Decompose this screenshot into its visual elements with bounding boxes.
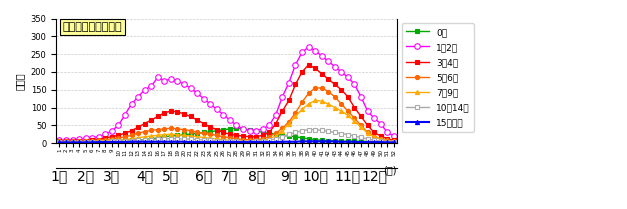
3〜4歳 xyxy=(82,139,90,142)
Line: 0歳: 0歳 xyxy=(57,126,396,144)
Line: 1〜2歳: 1〜2歳 xyxy=(56,44,397,143)
10〜14歳 xyxy=(390,141,398,143)
5〜6歳 xyxy=(174,128,181,130)
5〜6歳 xyxy=(213,134,221,136)
3〜4歳 xyxy=(259,134,266,136)
3〜4歳 xyxy=(213,128,221,131)
1〜2歳 xyxy=(213,108,221,111)
5〜6歳 xyxy=(312,87,319,89)
3〜4歳 xyxy=(272,122,280,125)
3〜4歳 xyxy=(174,111,181,113)
15歳以上 xyxy=(371,141,378,143)
Text: 年齢区分別発生動向: 年齢区分別発生動向 xyxy=(63,22,123,32)
Legend: 0歳, 1〜2歳, 3〜4歳, 5〜6歳, 7〜9歳, 10〜14歳, 15歳以上: 0歳, 1〜2歳, 3〜4歳, 5〜6歳, 7〜9歳, 10〜14歳, 15歳以… xyxy=(402,23,474,132)
Line: 10〜14歳: 10〜14歳 xyxy=(57,127,396,145)
7〜9歳 xyxy=(82,140,90,143)
3〜4歳 xyxy=(390,139,398,141)
1〜2歳 xyxy=(371,117,378,120)
1〜2歳 xyxy=(259,128,266,130)
1〜2歳 xyxy=(390,135,398,137)
5〜6歳 xyxy=(82,140,90,142)
7〜9歳 xyxy=(259,139,266,141)
3〜4歳 xyxy=(56,140,63,143)
7〜9歳 xyxy=(213,138,221,140)
0歳 xyxy=(233,127,240,129)
1〜2歳 xyxy=(305,46,312,48)
1〜2歳 xyxy=(82,137,90,139)
0歳 xyxy=(384,141,391,143)
Text: (週): (週) xyxy=(384,166,397,176)
10〜14歳 xyxy=(371,139,378,141)
10〜14歳 xyxy=(213,139,221,142)
Line: 5〜6歳: 5〜6歳 xyxy=(57,86,396,143)
1〜2歳 xyxy=(56,139,63,141)
5〜6歳 xyxy=(259,138,266,140)
7〜9歳 xyxy=(312,99,319,102)
15歳以上 xyxy=(213,141,221,143)
0歳 xyxy=(240,128,247,130)
1〜2歳 xyxy=(272,113,280,116)
7〜9歳 xyxy=(390,140,398,143)
0歳 xyxy=(56,140,63,143)
15歳以上 xyxy=(272,141,280,143)
15歳以上 xyxy=(174,140,181,143)
15歳以上 xyxy=(56,141,63,144)
5〜6歳 xyxy=(390,140,398,143)
1〜2歳 xyxy=(174,80,181,82)
Y-axis label: 報告数: 報告数 xyxy=(15,72,25,90)
0歳 xyxy=(174,134,181,136)
10〜14歳 xyxy=(305,128,312,131)
15歳以上 xyxy=(82,141,90,144)
15歳以上 xyxy=(298,140,306,143)
0歳 xyxy=(213,129,221,132)
3〜4歳 xyxy=(371,131,378,134)
10〜14歳 xyxy=(259,140,266,142)
0歳 xyxy=(265,132,273,134)
15歳以上 xyxy=(259,141,266,143)
Line: 15歳以上: 15歳以上 xyxy=(57,139,396,145)
5〜6歳 xyxy=(371,135,378,138)
10〜14歳 xyxy=(82,141,90,143)
10〜14歳 xyxy=(56,141,63,144)
10〜14歳 xyxy=(272,138,280,140)
0歳 xyxy=(390,141,398,143)
5〜6歳 xyxy=(272,132,280,134)
10〜14歳 xyxy=(174,138,181,140)
Line: 7〜9歳: 7〜9歳 xyxy=(57,98,396,144)
7〜9歳 xyxy=(174,133,181,136)
15歳以上 xyxy=(390,141,398,144)
0歳 xyxy=(278,134,286,136)
Line: 3〜4歳: 3〜4歳 xyxy=(57,63,396,143)
7〜9歳 xyxy=(371,135,378,138)
7〜9歳 xyxy=(272,135,280,137)
0歳 xyxy=(82,140,90,143)
5〜6歳 xyxy=(56,140,63,143)
7〜9歳 xyxy=(56,141,63,143)
3〜4歳 xyxy=(305,64,312,66)
